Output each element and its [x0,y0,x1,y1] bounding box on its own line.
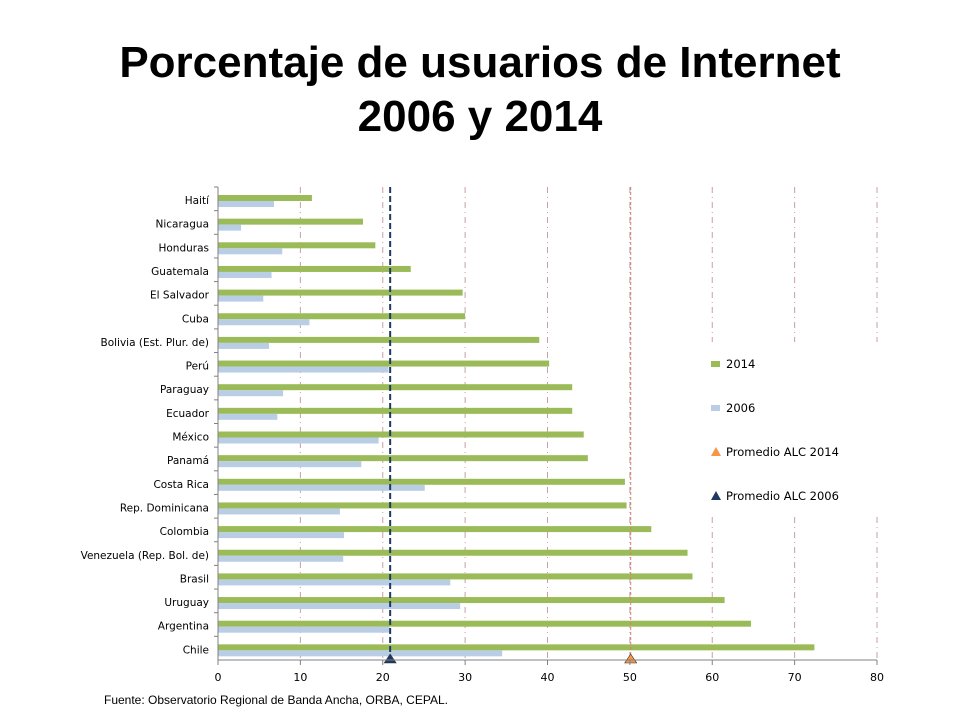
x-tick-label: 0 [215,671,222,684]
legend-label: 2014 [726,357,755,371]
bar-2014 [218,502,627,509]
bar-2006 [218,366,389,373]
bar-2014 [218,431,584,438]
bar-2006 [218,390,284,397]
category-label: Nicaragua [156,219,209,231]
bar-2014 [218,313,466,320]
category-label: Bolivia (Est. Plur. de) [100,337,209,349]
bar-2014 [218,360,550,367]
reference-lines-layer [383,187,638,664]
bar-2014 [218,573,693,580]
axis-layer: Haití Nicaragua Honduras Guatemala El Salvad… [81,186,884,684]
bar-2006 [218,319,310,326]
category-label: Colombia [160,526,209,538]
category-label: Chile [183,644,209,656]
bar-2014 [218,242,376,249]
category-label: Argentina [158,621,209,633]
legend: 2014 2006 Promedio ALC 2014 Promedio ALC 20… [700,342,885,517]
legend-marker-avg-2014 [711,447,721,456]
bar-2014 [218,336,540,343]
bar-2014 [218,218,363,225]
category-label: Cuba [182,313,209,325]
bar-2006 [218,413,278,420]
category-label: Paraguay [160,384,209,396]
x-tick-label: 20 [376,671,390,684]
category-label: Brasil [180,573,209,585]
bar-2014 [218,384,573,391]
category-label: Ecuador [166,408,210,420]
category-label: Rep. Dominicana [120,502,209,514]
bar-2014 [218,478,625,485]
bar-2006 [218,437,379,444]
bar-2006 [218,579,451,586]
bar-2006 [218,295,264,302]
bar-2014 [218,620,751,627]
chart-title: Porcentaje de usuarios de Internet 2006 … [0,36,960,144]
bar-2006 [218,248,283,255]
category-label: Perú [186,361,209,373]
legend-label: Promedio ALC 2014 [726,445,839,459]
legend-label: Promedio ALC 2006 [726,489,839,503]
bar-2006 [218,342,270,349]
legend-label: 2006 [726,401,755,415]
category-label: Costa Rica [153,479,209,491]
bar-2014 [218,597,725,604]
bar-2006 [218,484,425,491]
x-tick-label: 80 [870,671,884,684]
category-label: Panamá [167,455,209,467]
bar-2014 [218,644,815,651]
category-label: Uruguay [164,597,209,609]
x-tick-label: 70 [788,671,802,684]
legend-background [700,342,885,517]
x-tick-label: 30 [458,671,472,684]
bar-2014 [218,549,688,556]
legend-swatch-2014 [711,361,720,367]
bar-2014 [218,455,588,462]
category-label: Guatemala [151,266,209,278]
bar-2006 [218,201,275,207]
chart-title-line1: Porcentaje de usuarios de Internet [119,38,841,87]
bar-2006 [218,626,390,633]
category-label: El Salvador [150,290,210,302]
source-note: Fuente: Observatorio Regional de Banda A… [104,693,448,707]
bar-2014 [218,265,411,272]
category-label: Venezuela (Rep. Bol. de) [81,550,209,562]
bar-2014 [218,407,573,414]
legend-marker-avg-2006 [711,491,721,500]
x-tick-label: 50 [623,671,637,684]
bar-2014 [218,289,463,296]
bar-2014 [218,195,312,201]
bar-2006 [218,508,340,515]
avg-2014-marker [624,653,638,664]
avg-2006-marker [383,653,397,664]
category-label: México [172,432,209,444]
bar-2014 [218,526,652,533]
category-label: Honduras [158,242,209,254]
bar-2006 [218,224,242,231]
x-tick-label: 10 [293,671,307,684]
x-tick-label: 40 [541,671,555,684]
bars-layer [218,195,815,657]
bar-2006 [218,461,362,468]
bar-2006 [218,603,461,610]
bar-2006 [218,271,272,278]
bar-2006 [218,555,344,562]
x-tick-label: 60 [705,671,719,684]
bar-2006 [218,650,503,657]
category-label: Haití [185,195,210,207]
legend-swatch-2006 [711,405,720,411]
chart-title-line2: 2006 y 2014 [357,92,603,141]
bar-2006 [218,532,345,539]
